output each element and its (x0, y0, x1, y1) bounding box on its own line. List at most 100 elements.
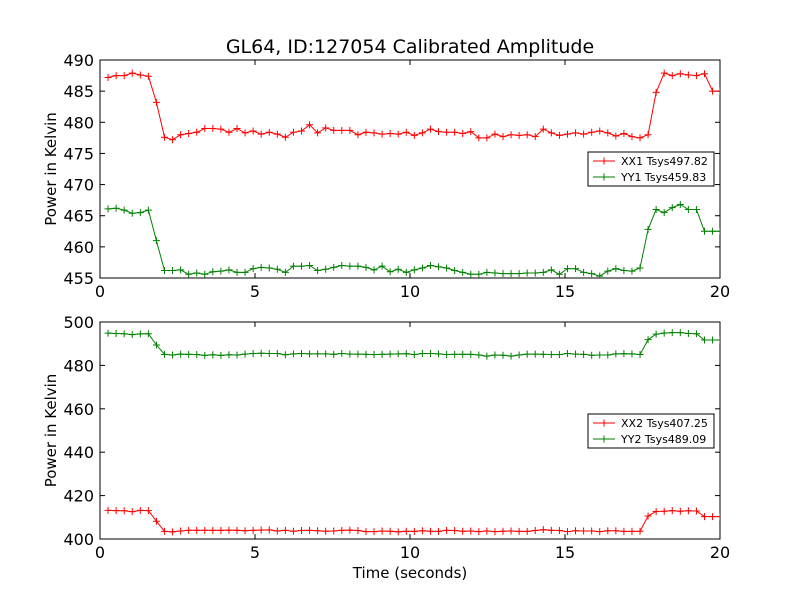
legend: XX2 Tsys407.25 YY2 Tsys489.09 (587, 413, 715, 449)
y-tick-label: 455 (63, 269, 94, 288)
data-point (225, 128, 233, 136)
data-point (644, 225, 652, 233)
legend-label: XX1 Tsys497.82 (621, 155, 708, 168)
data-point (386, 527, 394, 535)
x-tick-label: 15 (555, 543, 575, 562)
data-point (177, 350, 185, 358)
y-tick-label: 470 (63, 176, 94, 195)
data-point (418, 349, 426, 357)
data-point (241, 268, 249, 276)
data-point (346, 526, 354, 534)
data-point (612, 527, 620, 535)
data-point (652, 88, 660, 96)
data-point (378, 262, 386, 270)
data-point (684, 330, 692, 338)
data-point (314, 350, 322, 358)
data-point (217, 267, 225, 275)
data-point (491, 528, 499, 536)
data-point (628, 133, 636, 141)
data-point (483, 352, 491, 360)
data-point (330, 263, 338, 271)
data-point (394, 350, 402, 358)
data-point (701, 336, 708, 344)
series-0 (104, 69, 720, 144)
data-point (298, 527, 305, 535)
data-point (402, 268, 410, 276)
data-point (547, 351, 555, 359)
data-point (298, 127, 305, 135)
data-point (128, 331, 136, 339)
legend-marker (600, 419, 608, 427)
x-tick-label: 0 (95, 543, 105, 562)
data-point (491, 351, 499, 359)
data-point (249, 265, 257, 273)
data-point (467, 128, 475, 136)
data-point (104, 73, 112, 81)
data-point (692, 507, 700, 515)
data-point (281, 526, 289, 534)
data-point (330, 126, 338, 134)
data-point (241, 129, 249, 137)
data-point (709, 227, 717, 235)
data-point (612, 350, 620, 358)
data-point (273, 349, 281, 357)
data-point (362, 528, 370, 536)
data-point (402, 350, 410, 358)
data-point (459, 268, 467, 276)
data-point (289, 128, 297, 136)
data-point (459, 527, 467, 535)
data-point (241, 350, 249, 358)
data-point (563, 349, 571, 357)
data-point (507, 270, 515, 278)
data-point (716, 513, 720, 521)
data-point (499, 270, 507, 278)
data-point (249, 526, 257, 534)
data-point (555, 270, 563, 278)
legend-box (587, 413, 715, 449)
data-point (177, 527, 185, 535)
y-tick-label: 480 (63, 356, 94, 375)
data-point (660, 329, 668, 337)
data-point (185, 526, 193, 534)
data-point (483, 134, 491, 142)
data-point (596, 351, 604, 359)
data-point (338, 349, 346, 357)
data-point (467, 350, 475, 358)
data-point (523, 350, 531, 358)
data-point (152, 237, 160, 245)
data-point (322, 124, 330, 132)
data-point (644, 131, 652, 139)
data-point (289, 350, 297, 358)
data-point (273, 130, 281, 138)
data-point (322, 527, 330, 535)
data-point (652, 205, 660, 213)
data-point (193, 128, 201, 136)
data-point (701, 513, 708, 521)
data-point (709, 336, 717, 344)
data-point (692, 205, 700, 213)
data-point (636, 527, 644, 535)
data-point (604, 267, 612, 275)
data-point (120, 206, 128, 214)
data-point (281, 351, 289, 359)
data-point (338, 262, 346, 270)
data-point (467, 270, 475, 278)
data-point (338, 126, 346, 134)
data-point (193, 351, 201, 359)
y-axis-label: Power in Kelvin (42, 112, 60, 226)
data-point (185, 129, 193, 137)
data-point (209, 125, 217, 133)
data-point (233, 268, 241, 276)
data-point (580, 350, 588, 358)
data-point (354, 350, 362, 358)
data-point (112, 330, 120, 338)
data-point (120, 507, 128, 515)
data-point (709, 513, 717, 521)
legend-marker (600, 173, 608, 181)
data-point (555, 351, 563, 359)
data-point (225, 351, 233, 359)
data-point (572, 350, 580, 358)
y-tick-label: 460 (63, 400, 94, 419)
data-point (716, 87, 720, 95)
data-point (539, 125, 547, 133)
